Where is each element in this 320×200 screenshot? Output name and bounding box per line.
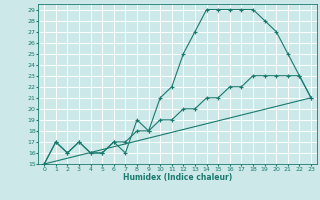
X-axis label: Humidex (Indice chaleur): Humidex (Indice chaleur) <box>123 173 232 182</box>
